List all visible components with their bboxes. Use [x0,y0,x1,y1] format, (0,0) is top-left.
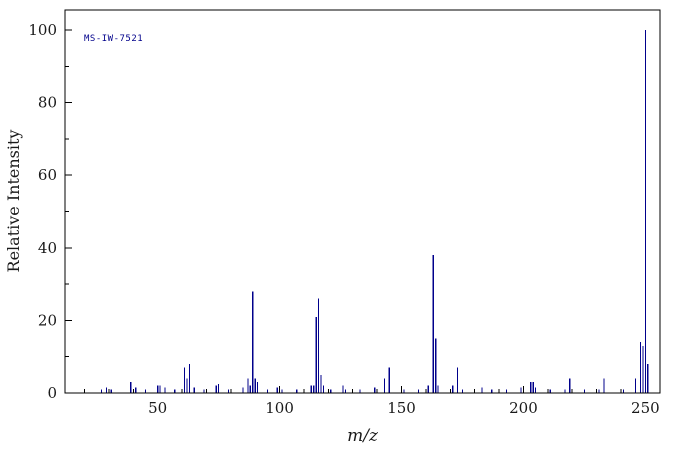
x-tick-label: 100 [265,399,294,417]
y-tick-label: 0 [47,384,57,402]
y-tick-label: 40 [38,239,57,257]
x-axis-title: m/z [347,426,378,446]
x-tick-label: 200 [509,399,538,417]
y-tick-label: 100 [28,21,57,39]
y-tick-label: 60 [38,166,57,184]
y-tick-label: 80 [38,94,57,112]
y-tick-label: 20 [38,311,57,329]
x-tick-label: 150 [387,399,416,417]
spectrum-id-label: MS-IW-7521 [84,34,144,44]
x-tick-label: 50 [148,399,167,417]
x-tick-label: 250 [631,399,660,417]
plot-border [64,9,661,394]
y-axis-title: Relative Intensity [4,129,23,273]
